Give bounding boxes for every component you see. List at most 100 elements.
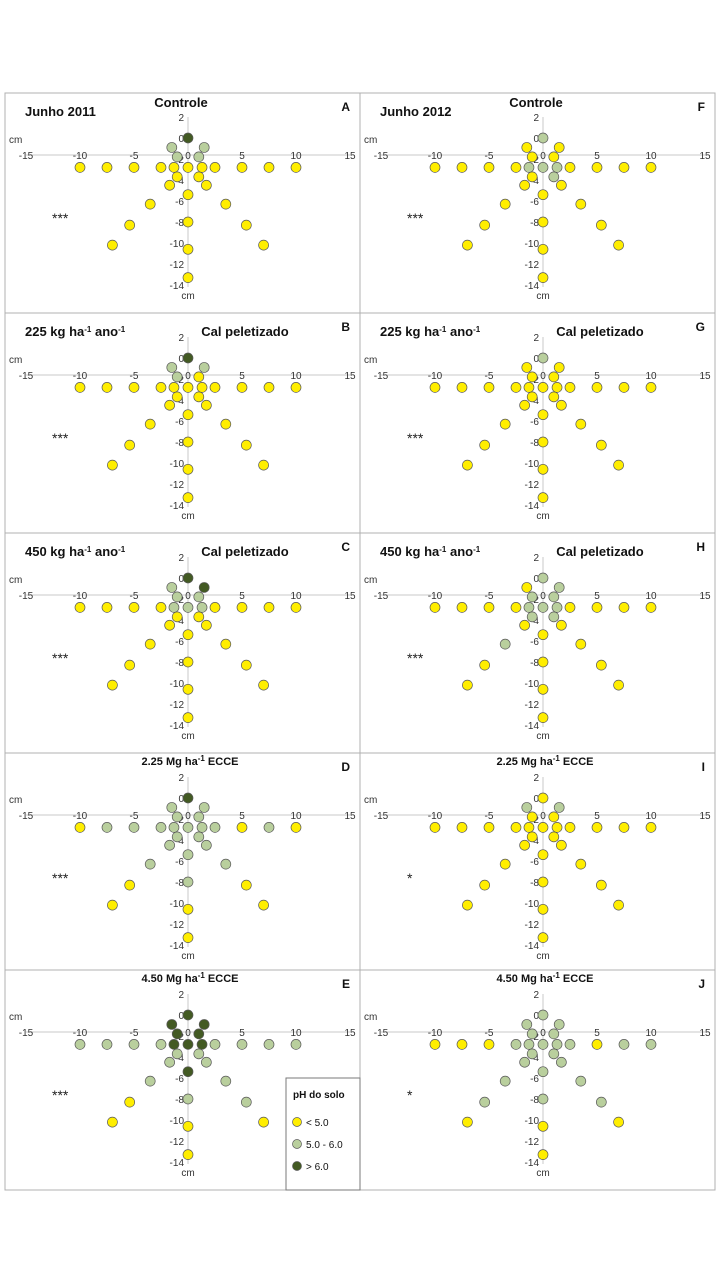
data-point: [74, 602, 86, 613]
y-tick-label: -14: [525, 1158, 540, 1169]
data-point: [510, 822, 522, 833]
data-point: [510, 602, 522, 613]
data-point: [164, 399, 175, 411]
y-tick-label: 0: [178, 354, 184, 365]
data-point: [166, 1019, 178, 1030]
data-point: [462, 899, 473, 911]
data-point: [521, 1019, 533, 1030]
x-tick-label: -15: [374, 1028, 389, 1039]
y-tick-label: -14: [170, 721, 185, 732]
data-point: [595, 219, 607, 231]
data-point: [198, 802, 210, 813]
x-tick-label: 10: [290, 811, 302, 822]
data-point: [537, 272, 549, 283]
y-tick-label: 0: [178, 794, 184, 805]
x-tick-label: 5: [239, 151, 245, 162]
x-tick-label: 10: [290, 371, 302, 382]
y-tick-label: -10: [170, 1116, 185, 1127]
x-tick-label: 0: [540, 151, 546, 162]
data-point: [526, 831, 538, 843]
data-point: [290, 822, 302, 833]
data-point: [564, 162, 576, 173]
data-point: [182, 1039, 194, 1050]
y-tick-label: -6: [530, 857, 539, 868]
data-point: [613, 239, 624, 251]
data-point: [429, 602, 441, 613]
x-tick-label: 15: [344, 1028, 356, 1039]
data-point: [548, 1048, 560, 1060]
data-point: [74, 162, 86, 173]
data-point: [182, 602, 194, 613]
data-point: [462, 1116, 473, 1128]
data-point: [523, 1039, 535, 1050]
significance-marker: ***: [52, 870, 69, 886]
data-point: [499, 1075, 511, 1087]
data-point: [166, 802, 178, 813]
x-tick-label: -15: [19, 151, 34, 162]
data-point: [429, 382, 441, 393]
x-tick-label: 15: [344, 591, 356, 602]
data-point: [429, 162, 441, 173]
data-point: [483, 602, 495, 613]
data-point: [526, 391, 538, 403]
y-tick-label: -8: [530, 1095, 539, 1106]
x-tick-label: -10: [428, 591, 443, 602]
data-point: [595, 1096, 607, 1108]
x-tick-label: -5: [485, 1028, 494, 1039]
data-point: [144, 638, 156, 650]
data-point: [618, 382, 630, 393]
data-point: [164, 839, 175, 851]
data-point: [462, 239, 473, 251]
data-point: [144, 198, 156, 210]
x-tick-label: 15: [699, 591, 711, 602]
treatment-label: Cal peletizado: [201, 544, 288, 559]
data-point: [462, 459, 473, 471]
data-point: [198, 362, 210, 373]
data-point: [182, 629, 194, 641]
data-point: [258, 679, 269, 691]
data-point: [537, 162, 549, 173]
x-tick-label: 5: [594, 1028, 600, 1039]
x-tick-label: -5: [485, 371, 494, 382]
data-point: [193, 1028, 205, 1040]
data-point: [182, 216, 194, 228]
data-point: [290, 162, 302, 173]
y-tick-label: -14: [170, 1158, 185, 1169]
data-point: [124, 1096, 136, 1108]
data-point: [101, 822, 113, 833]
data-point: [551, 1039, 563, 1050]
data-point: [128, 382, 140, 393]
significance-marker: ***: [52, 430, 69, 446]
x-axis-label: cm: [364, 795, 377, 806]
x-axis-label: cm: [9, 135, 22, 146]
data-point: [182, 849, 194, 861]
legend-item-label: 5.0 - 6.0: [306, 1140, 343, 1151]
data-point: [201, 399, 212, 411]
data-point: [182, 409, 194, 421]
x-tick-label: 15: [699, 371, 711, 382]
treatment-label: Controle: [509, 95, 562, 110]
x-tick-label: 15: [344, 811, 356, 822]
x-tick-label: 5: [239, 811, 245, 822]
data-point: [171, 171, 183, 183]
data-point: [168, 382, 180, 393]
data-point: [124, 439, 136, 451]
data-point: [144, 858, 156, 870]
data-point: [613, 899, 624, 911]
y-tick-label: -12: [525, 700, 540, 711]
data-point: [613, 459, 624, 471]
y-tick-label: -6: [175, 1074, 184, 1085]
data-point: [182, 792, 194, 804]
data-point: [182, 683, 194, 695]
y-tick-label: -12: [170, 920, 185, 931]
data-point: [182, 876, 194, 888]
data-point: [537, 712, 549, 724]
y-tick-label: -6: [530, 197, 539, 208]
y-tick-label: -10: [525, 459, 540, 470]
x-tick-label: -5: [130, 1028, 139, 1039]
y-tick-label: -8: [530, 658, 539, 669]
data-point: [128, 602, 140, 613]
data-point: [462, 679, 473, 691]
y-axis-label: cm: [536, 1168, 549, 1179]
treatment-label: Controle: [154, 95, 207, 110]
